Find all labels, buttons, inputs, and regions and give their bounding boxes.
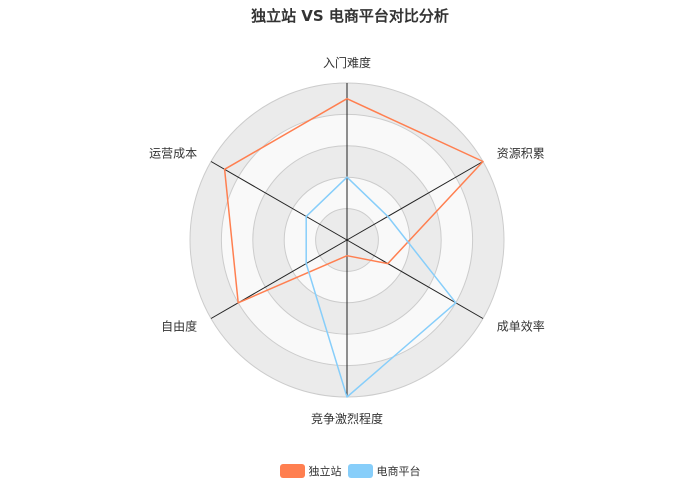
- radar-axis-label: 自由度: [161, 319, 197, 334]
- radar-axis-line: [210, 239, 348, 319]
- radar-axis-label: 成单效率: [497, 319, 545, 334]
- legend: 独立站 电商平台: [0, 463, 700, 479]
- radar-axis-label: 竞争激烈程度: [311, 411, 383, 426]
- legend-swatch-independent-site: [279, 464, 305, 478]
- legend-swatch-ecommerce-platform: [347, 464, 373, 478]
- radar-axis-label: 入门难度: [323, 55, 371, 70]
- legend-item-ecommerce-platform[interactable]: 电商平台: [347, 463, 421, 479]
- radar-axis-line: [346, 161, 484, 241]
- radar-series-line-ecommerce-platform: [305, 176, 457, 398]
- radar-axis-label: 资源积累: [497, 147, 545, 161]
- radar-series-line-independent-site: [223, 97, 484, 304]
- legend-label-ecommerce-platform: 电商平台: [376, 465, 421, 478]
- radar-axis-lines: [210, 83, 484, 397]
- radar-axis-line: [210, 161, 348, 241]
- radar-axis-label: 运营成本: [149, 147, 197, 161]
- radar-series: [223, 97, 484, 398]
- chart-title: 独立站 VS 电商平台对比分析: [251, 7, 449, 25]
- legend-label-independent-site: 独立站: [308, 465, 342, 478]
- legend-item-independent-site[interactable]: 独立站: [279, 463, 342, 479]
- radar-axis-line: [346, 239, 484, 319]
